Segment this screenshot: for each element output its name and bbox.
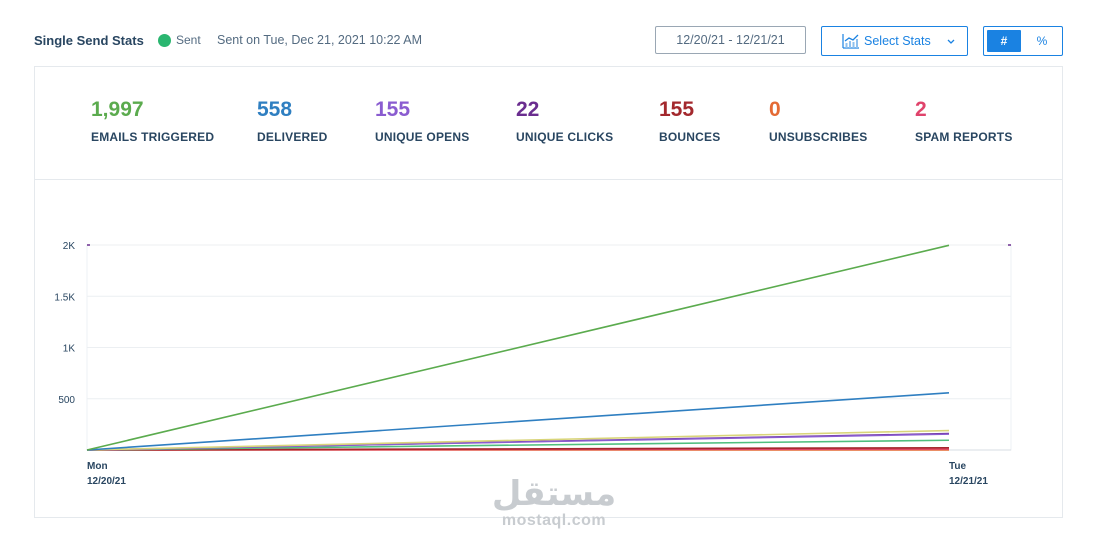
stat-emails-triggered[interactable]: 1,997 EMAILS TRIGGERED bbox=[91, 97, 214, 144]
page-title: Single Send Stats bbox=[34, 33, 144, 48]
watermark-latin: mostaql.com bbox=[501, 512, 607, 529]
y-tick-label: 1K bbox=[63, 344, 76, 355]
stat-label: UNIQUE CLICKS bbox=[516, 130, 614, 144]
stat-value: 558 bbox=[257, 98, 293, 121]
series-line bbox=[86, 446, 950, 451]
stat-value: 155 bbox=[375, 98, 411, 121]
stat-label: DELIVERED bbox=[257, 130, 328, 144]
watermark-logo: مستقل mostaql.com bbox=[484, 476, 624, 530]
stat-unsubscribes[interactable]: 0 UNSUBSCRIBES bbox=[769, 97, 867, 144]
toggle-percent-button[interactable]: % bbox=[1036, 34, 1048, 48]
watermark-arabic: مستقل bbox=[491, 474, 617, 514]
stat-unique-clicks[interactable]: 22 UNIQUE CLICKS bbox=[516, 97, 613, 144]
stats-summary-row: 1,997 EMAILS TRIGGERED 558 DELIVERED 155… bbox=[35, 67, 1062, 180]
stat-value: 1,997 bbox=[91, 98, 144, 121]
chevron-down-icon bbox=[947, 39, 955, 44]
stat-label: SPAM REPORTS bbox=[915, 130, 1013, 144]
select-stats-dropdown[interactable]: Select Stats bbox=[821, 26, 968, 56]
stat-spam-reports[interactable]: 2 SPAM REPORTS bbox=[915, 97, 1013, 144]
stat-label: UNSUBSCRIBES bbox=[769, 130, 868, 144]
sent-on-timestamp: Sent on Tue, Dec 21, 2021 10:22 AM bbox=[217, 33, 423, 47]
series-line bbox=[86, 439, 950, 451]
x-tick-label-day: Tue bbox=[949, 461, 966, 472]
stat-value: 0 bbox=[769, 98, 781, 121]
stat-value: 155 bbox=[659, 98, 695, 121]
date-range-picker[interactable]: 12/20/21 - 12/21/21 bbox=[655, 26, 806, 54]
stat-value: 22 bbox=[516, 98, 540, 121]
status-dot-icon bbox=[158, 34, 171, 47]
stat-label: EMAILS TRIGGERED bbox=[91, 130, 215, 144]
select-stats-label: Select Stats bbox=[864, 34, 931, 48]
y-tick-label: 1.5K bbox=[54, 292, 75, 303]
line-chart-icon bbox=[842, 34, 859, 49]
status-badge: Sent bbox=[176, 33, 201, 47]
chart-svg: 500 1K 1.5K 2K Mon 12/20/21 Tue 12/21/21 bbox=[54, 241, 1012, 487]
x-tick-label-day: Mon bbox=[87, 461, 108, 472]
toggle-count-button[interactable]: # bbox=[987, 30, 1021, 52]
x-tick-label-date: 12/20/21 bbox=[87, 476, 126, 487]
stat-value: 2 bbox=[915, 98, 927, 121]
stat-label: BOUNCES bbox=[659, 130, 721, 144]
stat-unique-opens[interactable]: 155 UNIQUE OPENS bbox=[375, 97, 469, 144]
stat-bounces[interactable]: 155 BOUNCES bbox=[659, 97, 720, 144]
stats-line-chart: 500 1K 1.5K 2K Mon 12/20/21 Tue 12/21/21 bbox=[35, 180, 1062, 517]
stat-delivered[interactable]: 558 DELIVERED bbox=[257, 97, 327, 144]
count-percent-toggle: # % bbox=[983, 26, 1063, 56]
stats-header: Single Send Stats Sent Sent on Tue, Dec … bbox=[34, 26, 1064, 56]
stats-panel: 1,997 EMAILS TRIGGERED 558 DELIVERED 155… bbox=[34, 66, 1063, 518]
stat-label: UNIQUE OPENS bbox=[375, 130, 470, 144]
series-line bbox=[86, 429, 950, 451]
series-line bbox=[86, 392, 950, 451]
y-tick-label: 500 bbox=[58, 395, 75, 406]
y-tick-label: 2K bbox=[63, 241, 76, 252]
series-line bbox=[86, 244, 950, 451]
x-tick-label-date: 12/21/21 bbox=[949, 476, 988, 487]
